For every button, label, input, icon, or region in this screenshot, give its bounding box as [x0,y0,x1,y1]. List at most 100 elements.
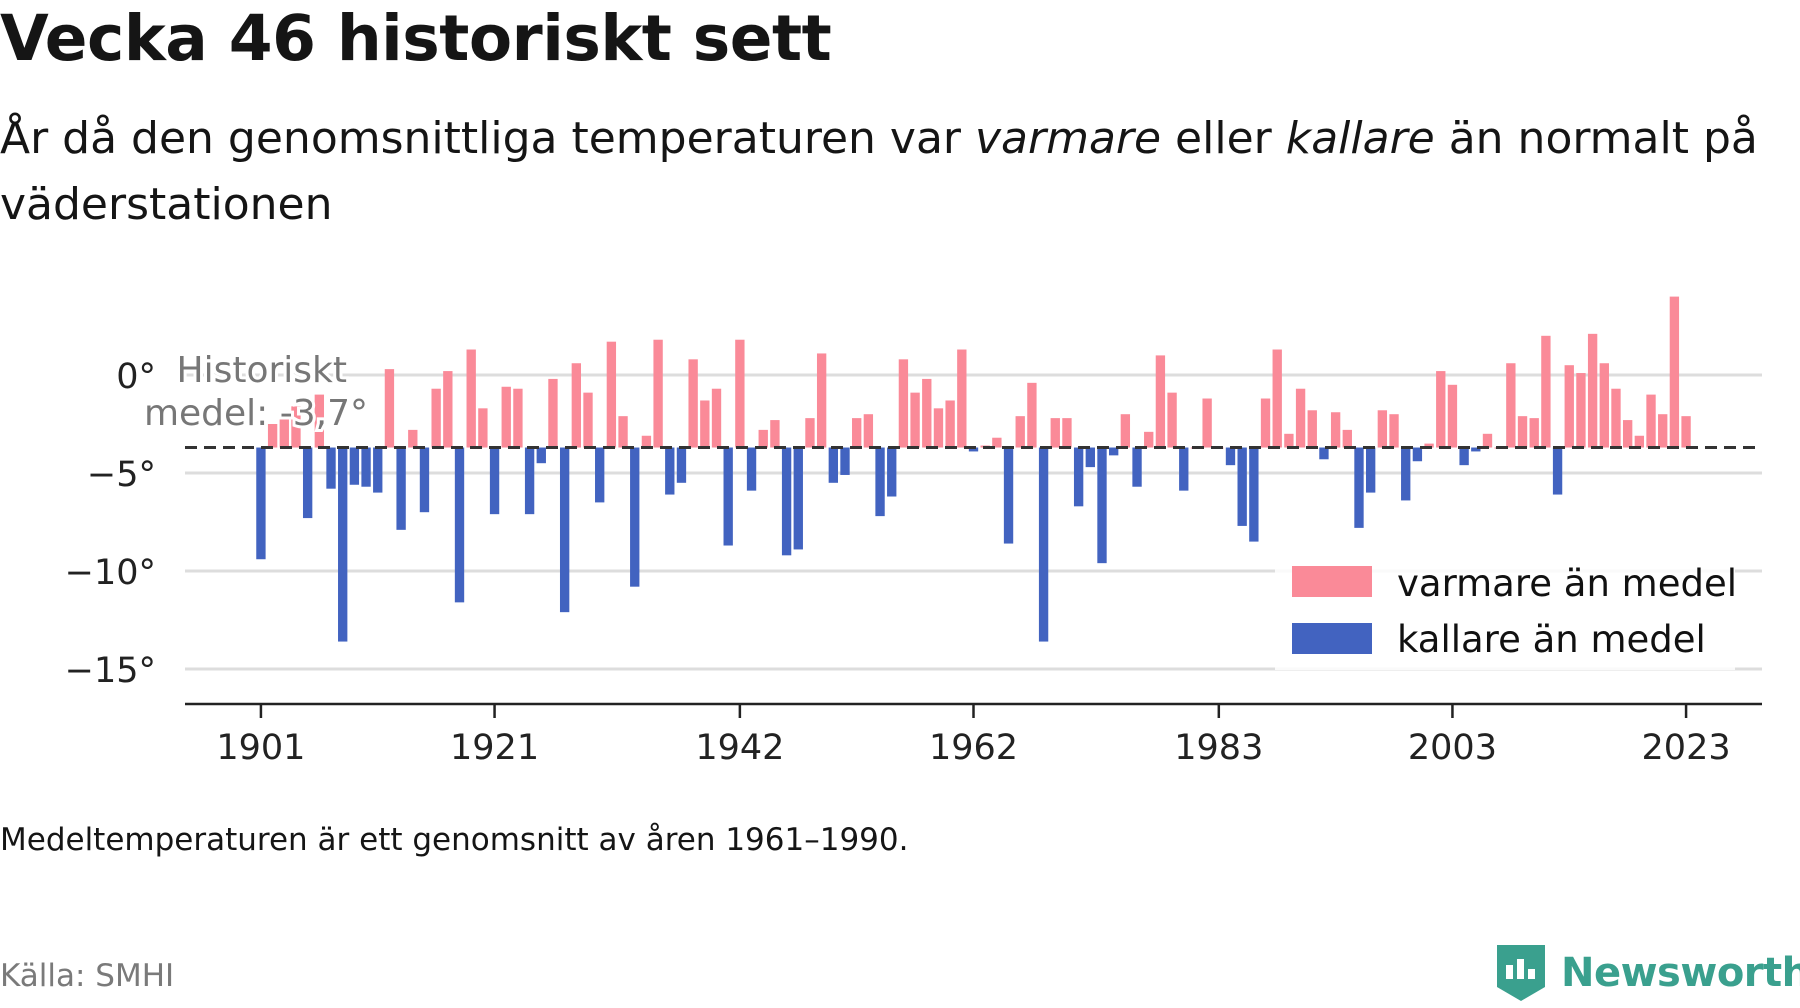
bar-1954 [875,447,885,517]
bar-2004 [1459,447,1469,466]
bar-1920 [478,408,488,448]
bar-1907 [326,447,336,489]
x-tick-label: 1942 [695,728,784,768]
bar-2005 [1471,447,1481,452]
bar-1945 [770,420,780,448]
bar-1944 [758,429,768,448]
x-tick-label: 1921 [450,728,539,768]
newsworthy-logo-text: Newsworthy [1561,950,1800,996]
bar-2015 [1587,333,1598,448]
bar-1905 [302,447,313,519]
bar-2003 [1447,384,1458,448]
bar-2008 [1506,363,1516,448]
bar-1906 [314,394,325,448]
bar-1962 [968,447,979,452]
baseline-label-line2: medel: -3,7° [144,393,368,434]
legend-label-cold: kallare än medel [1397,618,1706,661]
y-tick-label: −15° [65,651,156,691]
bar-1902 [267,424,278,448]
bar-chart: 0° −5° −10° −15° 1901 1921 1942 1962 1983 2003 20… [65,296,1762,768]
bar-1994 [1342,429,1352,448]
x-axis-ticks: 1901 1921 1942 1962 1983 2003 2023 [216,704,1731,768]
bar-1901 [256,447,266,560]
bar-1925 [536,447,546,464]
bar-1999 [1401,447,1411,501]
bar-1970 [1062,418,1072,448]
x-tick-label: 2003 [1408,728,1497,768]
bar-2001 [1424,443,1434,448]
y-tick-label: −10° [65,553,156,593]
bar-1931 [606,341,617,448]
bar-1967 [1027,382,1037,448]
bar-1969 [1050,418,1060,448]
chart-subtitle: År då den genomsnittliga temperaturen va… [0,106,1780,238]
x-tick-label: 1901 [216,728,305,768]
bars [256,296,1691,642]
legend-swatch-warm [1292,566,1372,597]
bar-1961 [957,349,967,448]
bar-1919 [466,349,476,448]
bar-1946 [781,447,792,556]
bar-2002 [1436,371,1446,448]
bar-2011 [1541,335,1551,448]
bar-2014 [1576,373,1586,448]
bar-2022 [1669,296,1680,448]
bar-1957 [910,392,920,448]
bar-1949 [816,353,827,448]
bar-1958 [922,378,932,448]
subtitle-emphasis-warm: varmare [974,113,1162,164]
bar-1968 [1038,447,1049,642]
bar-1972 [1085,447,1095,468]
bar-1948 [805,418,815,448]
bar-2020 [1646,394,1656,448]
bar-1933 [630,447,640,587]
y-tick-label: 0° [116,357,156,397]
bar-2006 [1482,433,1493,448]
bar-1929 [583,392,593,448]
bar-2000 [1412,447,1423,462]
newsworthy-logo: Newsworthy [1495,938,1800,1008]
bar-1924 [524,447,535,515]
bar-2023 [1681,416,1691,448]
bar-1915 [419,447,430,513]
source-credit: Källa: SMHI [0,958,175,994]
bar-1941 [723,447,733,546]
bar-1982 [1202,398,1212,448]
bar-2016 [1599,363,1609,448]
bar-1991 [1307,410,1317,448]
bar-1989 [1284,433,1294,448]
bar-1910 [361,447,371,487]
bar-1984 [1225,447,1236,466]
bar-1912 [384,369,395,448]
bar-1977 [1144,431,1154,448]
bar-2021 [1658,414,1668,448]
bar-2009 [1517,416,1528,448]
bar-1904 [291,406,301,448]
bar-1903 [279,418,289,448]
bar-1959 [933,408,944,448]
bar-1965 [1003,447,1014,544]
bar-2013 [1564,365,1574,448]
bar-1998 [1389,414,1399,448]
bar-1960 [945,400,955,448]
x-tick-label: 1983 [1174,728,1263,768]
bar-1985 [1237,447,1247,526]
x-tick-label: 1962 [929,728,1018,768]
bar-1921 [489,447,500,515]
bar-1990 [1295,388,1306,448]
bar-1922 [501,386,511,448]
bar-1978 [1155,355,1166,448]
bar-1992 [1319,447,1329,460]
bar-2010 [1529,418,1539,448]
bar-1974 [1109,447,1119,456]
subtitle-text: än normalt på väderstationen [0,113,1758,230]
subtitle-emphasis-cold: kallare [1285,113,1435,164]
bar-1996 [1365,447,1376,493]
bar-1918 [454,447,465,603]
bar-1947 [793,447,803,550]
bar-1980 [1179,447,1189,491]
bar-2019 [1634,435,1645,448]
legend: varmare än medel kallare än medel [1275,552,1737,670]
legend-label-warm: varmare än medel [1397,562,1737,605]
y-axis-ticks: 0° −5° −10° −15° [65,357,156,691]
